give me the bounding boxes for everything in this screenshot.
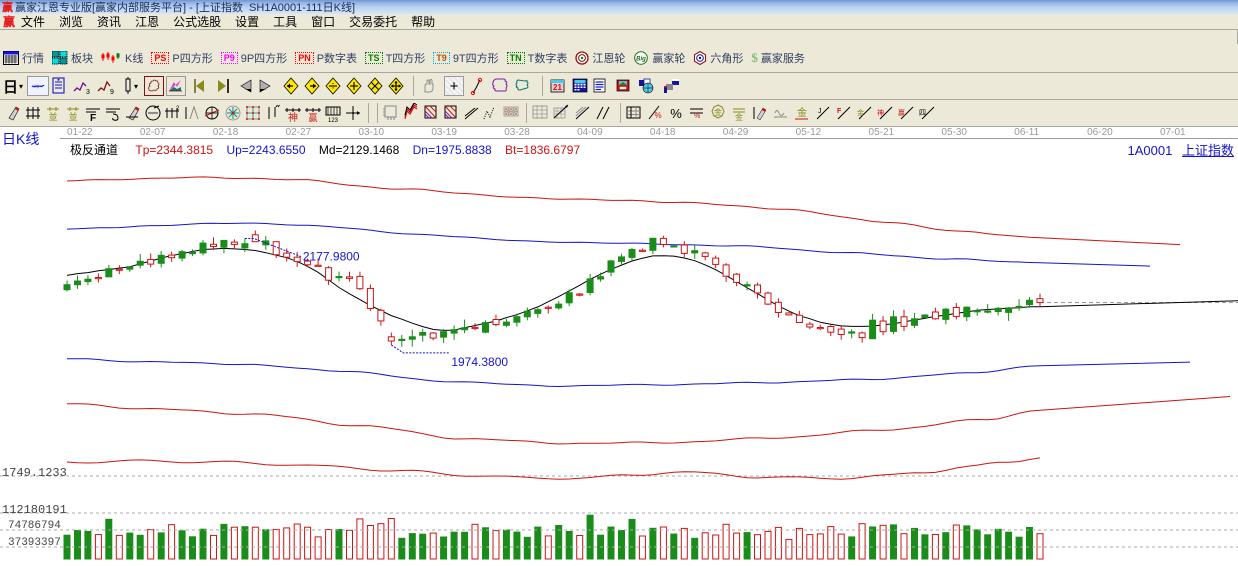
svg-text:J: J — [818, 108, 822, 115]
svg-text:F: F — [837, 108, 842, 115]
svg-text:%: % — [694, 113, 700, 120]
svg-text:赢: 赢 — [898, 108, 905, 117]
svg-text:9: 9 — [110, 89, 114, 95]
svg-text:2177.9800: 2177.9800 — [303, 249, 360, 263]
svg-text:並: 並 — [48, 111, 57, 122]
svg-text:%: % — [670, 106, 682, 121]
svg-text:21: 21 — [553, 83, 562, 92]
svg-text:Big: Big — [637, 57, 647, 63]
svg-text:F: F — [90, 113, 96, 123]
svg-text:金: 金 — [857, 108, 864, 117]
svg-text:金: 金 — [797, 106, 807, 119]
svg-text:金: 金 — [714, 107, 722, 117]
svg-text:神: 神 — [877, 108, 884, 117]
svg-text:123: 123 — [328, 118, 339, 123]
svg-text:3: 3 — [86, 89, 90, 95]
svg-text:1974.3800: 1974.3800 — [451, 355, 508, 369]
svg-text:金: 金 — [735, 112, 743, 122]
svg-text:%: % — [654, 111, 661, 120]
svg-text:神: 神 — [288, 111, 298, 123]
svg-text:赢: 赢 — [308, 112, 317, 123]
svg-text:2: 2 — [176, 106, 180, 112]
svg-text:四: 四 — [919, 109, 926, 117]
svg-text:並: 並 — [68, 111, 77, 122]
